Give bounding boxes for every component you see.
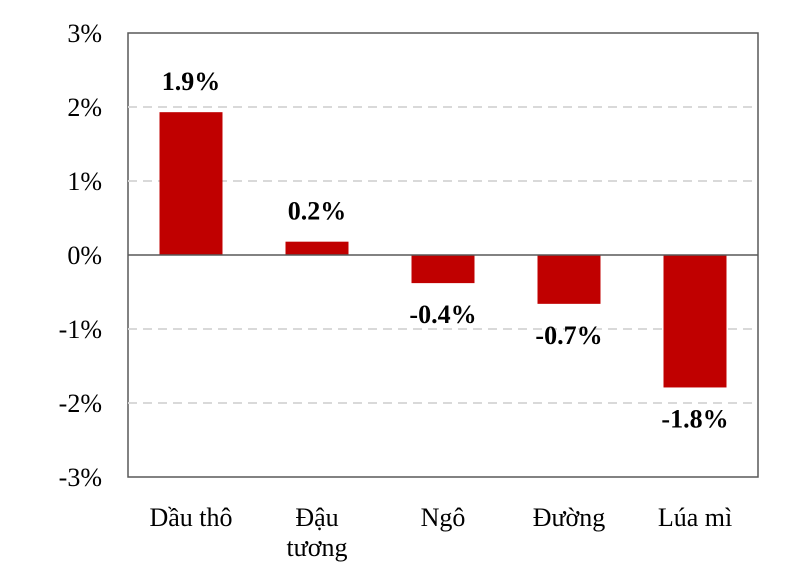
bar	[159, 112, 223, 256]
bar	[537, 255, 601, 304]
bar	[285, 241, 349, 255]
y-tick-label: -1%	[59, 315, 102, 344]
data-label: -0.7%	[535, 321, 602, 350]
y-tick-label: -3%	[59, 463, 102, 492]
category-label: Đường	[533, 503, 606, 532]
category-label: Ngô	[421, 503, 466, 532]
y-tick-label: 0%	[67, 241, 102, 270]
y-tick-label: 2%	[67, 93, 102, 122]
y-tick-label: 3%	[67, 19, 102, 48]
y-axis-ticks: 3% 2% 1% 0% -1% -2% -3%	[59, 19, 102, 492]
category-label-line: Đậu	[295, 503, 338, 532]
gridlines	[128, 106, 758, 404]
y-tick-label: 1%	[67, 167, 102, 196]
data-label: 1.9%	[162, 67, 221, 96]
data-label: -0.4%	[409, 300, 476, 329]
category-label-line: Dầu thô	[149, 503, 232, 532]
bar	[663, 255, 727, 388]
category-label: Lúa mì	[658, 503, 732, 532]
category-label: Đậu tương	[286, 503, 347, 562]
data-label: 0.2%	[288, 197, 347, 226]
category-label: Dầu thô	[149, 503, 232, 532]
category-label-line: Đường	[533, 503, 606, 532]
bars	[159, 112, 727, 388]
y-tick-label: -2%	[59, 389, 102, 418]
data-label: -1.8%	[661, 404, 728, 433]
bar	[411, 255, 475, 284]
category-labels: Dầu thô Đậu tương Ngô Đường Lúa mì	[149, 503, 732, 562]
category-label-line: Lúa mì	[658, 503, 732, 532]
category-label-line: Ngô	[421, 503, 466, 532]
category-label-line: tương	[286, 533, 347, 562]
data-labels: 1.9% 0.2% -0.4% -0.7% -1.8%	[162, 67, 729, 433]
